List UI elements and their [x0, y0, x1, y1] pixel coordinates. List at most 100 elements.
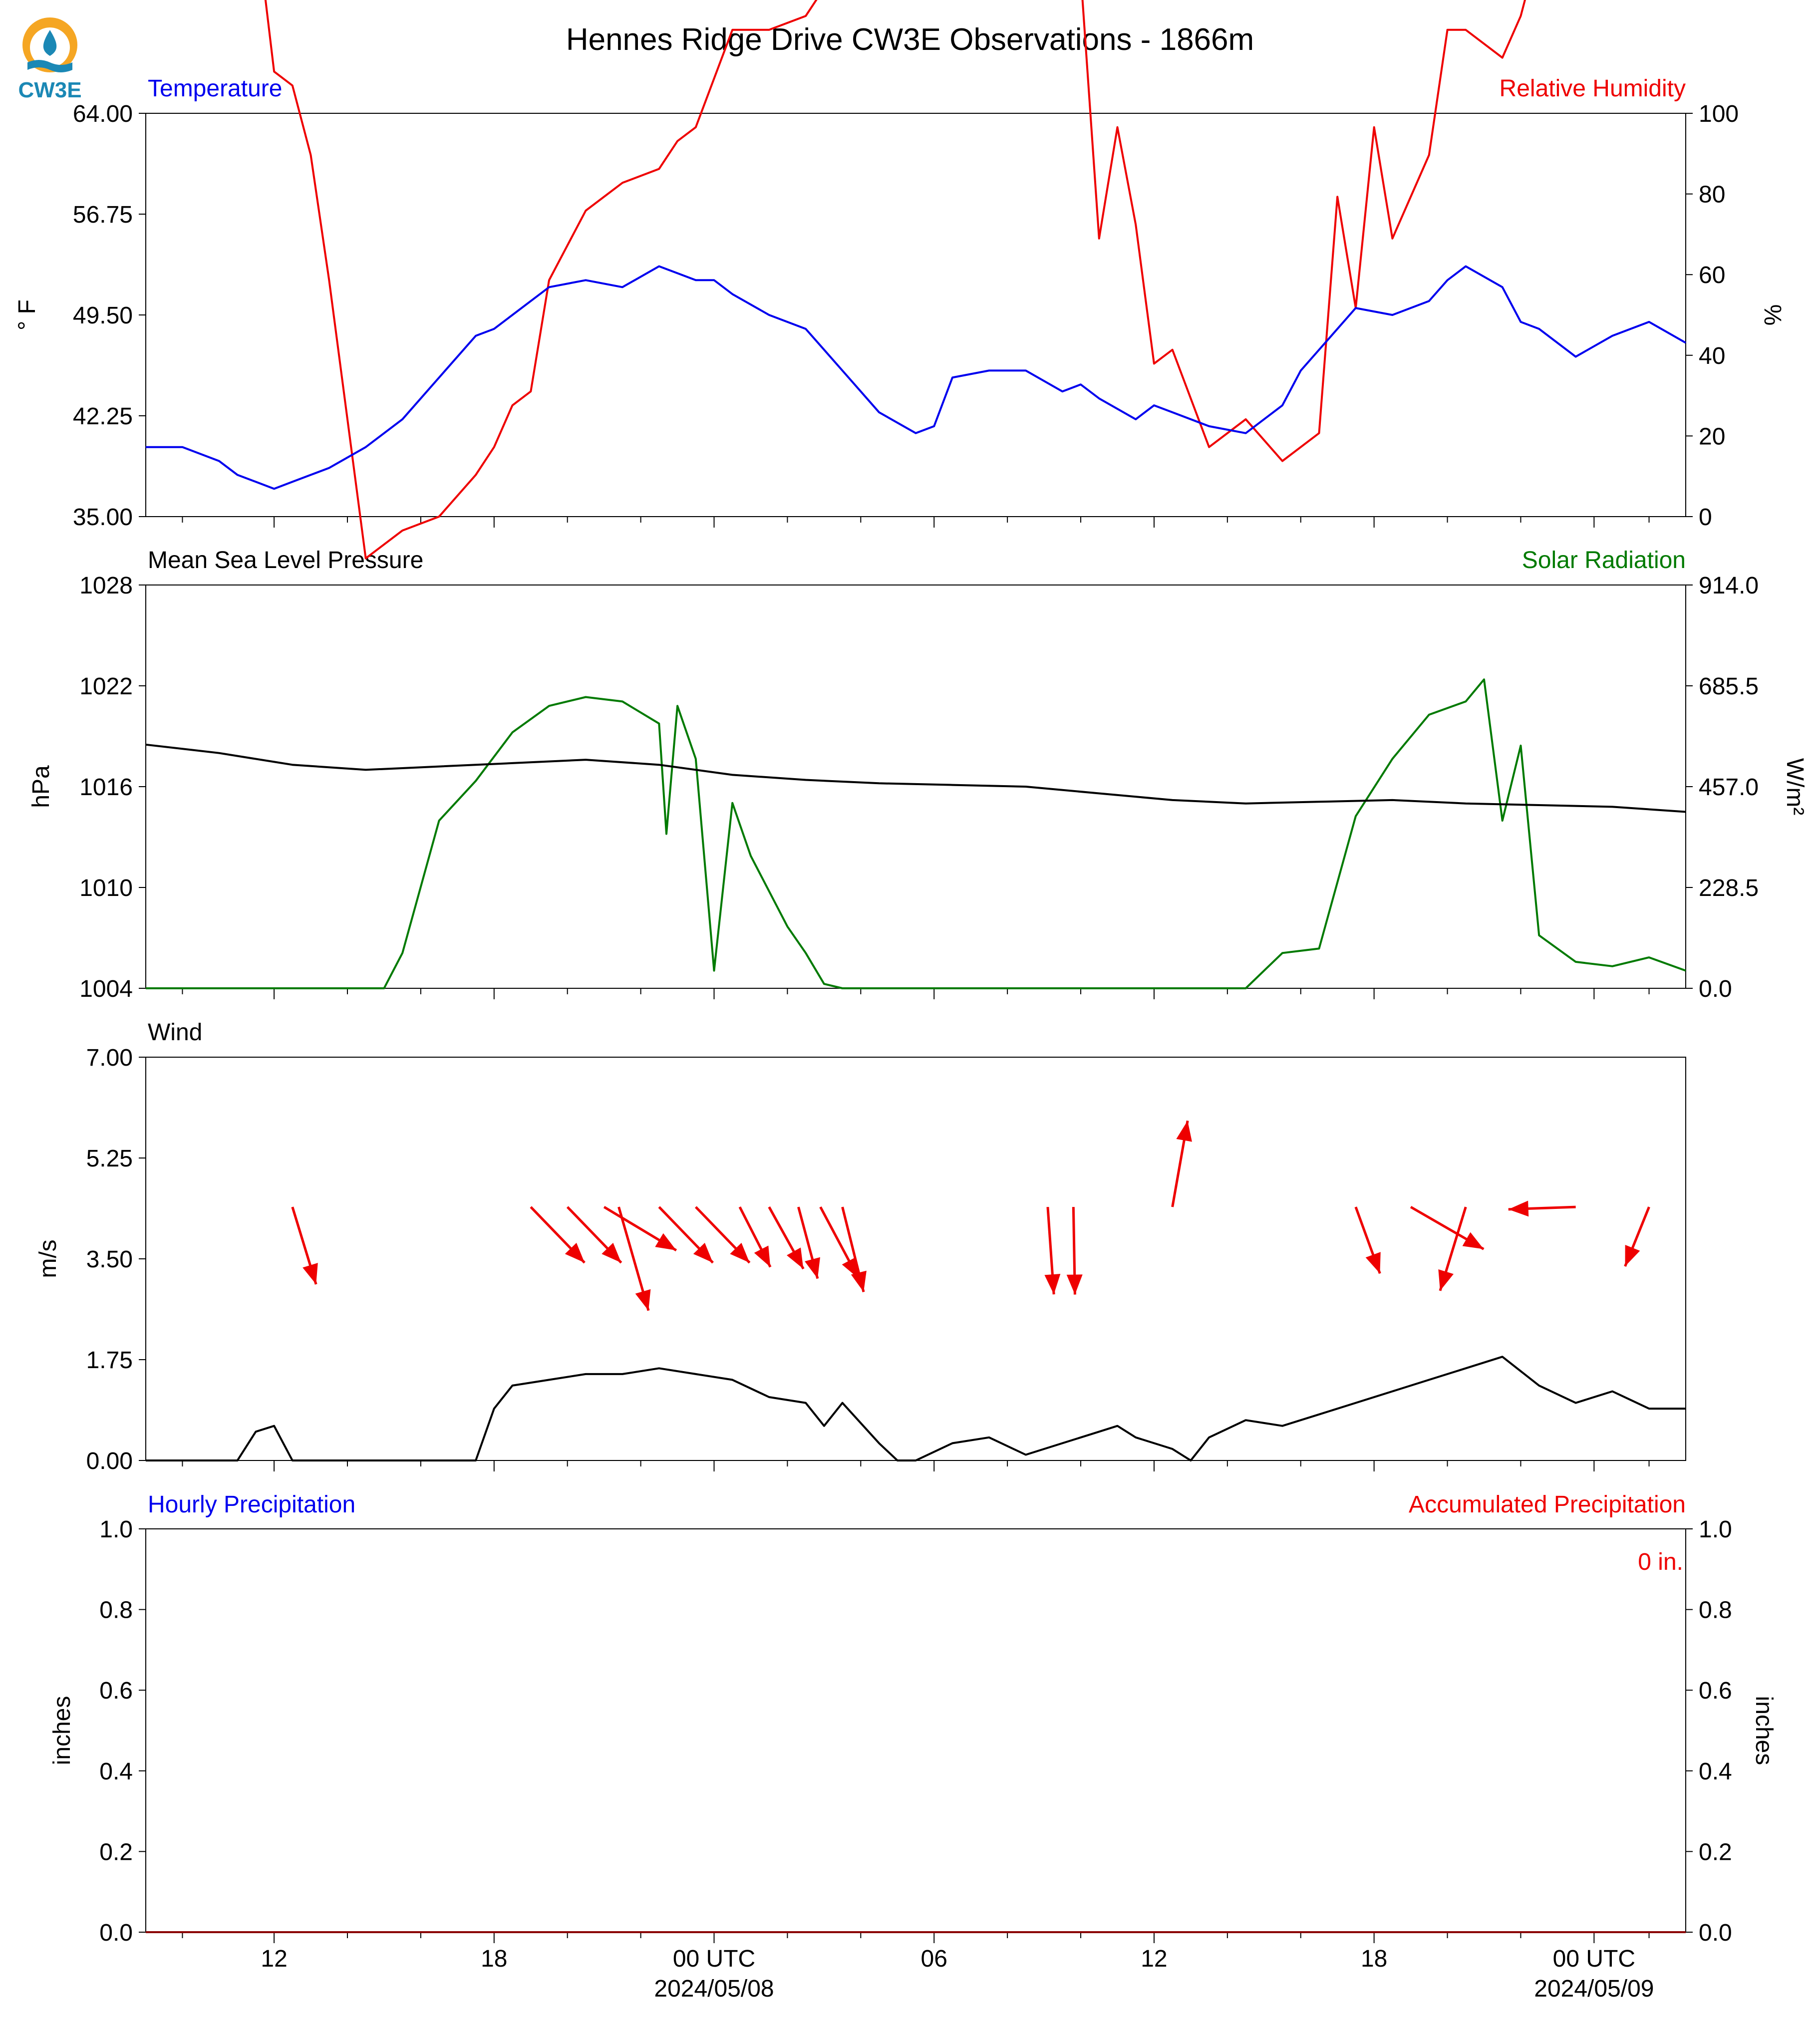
logo-drop-icon — [43, 30, 57, 56]
wind-vector — [530, 1206, 586, 1264]
wind-vector — [738, 1206, 772, 1268]
x-tick-label: 00 UTC — [1553, 1946, 1635, 1972]
y-tick-label: 0.00 — [86, 1448, 133, 1474]
y-tick-label: 1010 — [79, 875, 133, 901]
solar-title: Solar Radiation — [1522, 547, 1686, 574]
y2-tick-label: 40 — [1699, 343, 1725, 369]
wind-vector-head — [565, 1242, 585, 1263]
wind-vector — [658, 1206, 714, 1264]
y-tick-label: 7.00 — [86, 1045, 133, 1071]
wind-vector — [1508, 1200, 1576, 1217]
temperature-title: Temperature — [148, 75, 282, 102]
y2-tick-label: 0.0 — [1699, 1920, 1732, 1946]
y-tick-label: 1004 — [79, 976, 133, 1002]
wind-vector-head — [635, 1289, 651, 1311]
wind-vector-head — [303, 1263, 318, 1285]
x-tick-date-label: 2024/05/09 — [1534, 1976, 1654, 2002]
x-tick-label: 06 — [921, 1946, 947, 1972]
y2-tick-label: 685.5 — [1699, 673, 1759, 700]
data-series — [145, 0, 1686, 1933]
wind-vector-head — [1066, 1274, 1083, 1295]
y2-tick-label: 100 — [1699, 101, 1739, 127]
y-tick-label: 42.25 — [73, 403, 133, 430]
wind-speed-line — [146, 1356, 1686, 1461]
cw3e-logo: CW3E — [18, 17, 82, 102]
pressure-title: Mean Sea Level Pressure — [148, 547, 423, 574]
figure-title: Hennes Ridge Drive CW3E Observations - 1… — [566, 22, 1254, 57]
y2-tick-label: 0.8 — [1699, 1597, 1732, 1624]
axis-ticks: 35.00 42.25 49.50 56.75 64.00 0 20 40 60 80 100 100… — [73, 101, 1759, 2002]
wind-vector-head — [805, 1257, 820, 1279]
wind-vector-head — [787, 1247, 804, 1269]
wind-vector — [768, 1206, 805, 1270]
wind-vector-head — [1044, 1274, 1061, 1295]
wind-vector — [841, 1206, 867, 1293]
pressure-line — [145, 743, 1686, 813]
y2-tick-label: 0 — [1699, 504, 1712, 531]
pressure-axis-label: hPa — [28, 765, 54, 808]
wind-vector — [566, 1206, 622, 1264]
wind-vector — [1438, 1206, 1467, 1291]
wind-vector-head — [655, 1233, 676, 1251]
y2-tick-label: 0.4 — [1699, 1758, 1732, 1785]
solar-axis-label: W/m² — [1782, 758, 1808, 816]
wind-vector-head — [842, 1257, 859, 1279]
wind-vector-head — [1508, 1200, 1529, 1217]
wind-vector — [603, 1205, 677, 1252]
precip-left-axis-label: inches — [49, 1696, 75, 1765]
precip-right-axis-label: inches — [1751, 1696, 1777, 1765]
y-tick-label: 0.2 — [99, 1839, 133, 1865]
y-tick-label: 5.25 — [86, 1146, 133, 1172]
wind-vector — [1410, 1205, 1485, 1250]
temperature-line — [146, 265, 1686, 490]
x-tick-label: 18 — [1361, 1946, 1387, 1972]
y-tick-label: 35.00 — [73, 504, 133, 531]
wind-vector — [291, 1206, 318, 1285]
x-tick-date-label: 2024/05/08 — [654, 1976, 774, 2002]
y2-tick-label: 0.6 — [1699, 1678, 1732, 1704]
y2-tick-label: 0.2 — [1699, 1839, 1732, 1865]
rh-axis-label: % — [1759, 304, 1786, 326]
wind-vector-head — [1438, 1269, 1454, 1291]
wind-vector — [1171, 1120, 1192, 1207]
y-tick-label: 1.75 — [86, 1347, 133, 1374]
wind-axis-label: m/s — [35, 1239, 61, 1278]
logo-text: CW3E — [18, 78, 81, 102]
wind-vector — [1354, 1206, 1381, 1274]
wind-vector — [1066, 1207, 1083, 1295]
wind-vector-head — [754, 1245, 771, 1267]
wind-vector — [1624, 1206, 1650, 1267]
wind-vector-head — [693, 1242, 713, 1263]
wind-vector — [1044, 1206, 1061, 1295]
y2-tick-label: 80 — [1699, 182, 1725, 208]
humidity-title: Relative Humidity — [1500, 75, 1686, 102]
solar-radiation-line — [146, 678, 1686, 989]
y-tick-label: 56.75 — [73, 202, 133, 228]
y2-tick-label: 457.0 — [1699, 774, 1759, 801]
wind-vector-head — [1462, 1232, 1484, 1249]
wind-vector-head — [1365, 1252, 1381, 1274]
y2-tick-label: 228.5 — [1699, 875, 1759, 901]
y-tick-label: 64.00 — [73, 101, 133, 127]
wind-vector — [617, 1206, 651, 1311]
x-tick-label: 00 UTC — [673, 1946, 755, 1972]
wind-vector-head — [1625, 1244, 1640, 1267]
y-tick-label: 0.8 — [99, 1597, 133, 1624]
y-tick-label: 0.6 — [99, 1678, 133, 1704]
y2-tick-label: 20 — [1699, 423, 1725, 450]
wind-vector — [819, 1206, 860, 1279]
y2-tick-label: 914.0 — [1699, 573, 1759, 599]
wind-vector-head — [602, 1242, 621, 1263]
logo-wave-icon — [27, 60, 72, 72]
x-tick-label: 18 — [481, 1946, 507, 1972]
y-tick-label: 1016 — [79, 774, 133, 801]
wind-vector-head — [851, 1270, 867, 1292]
y-tick-label: 1028 — [79, 573, 133, 599]
humidity-line — [264, 0, 1526, 560]
wind-title: Wind — [148, 1019, 202, 1046]
y-tick-label: 49.50 — [73, 302, 133, 329]
y2-tick-label: 60 — [1699, 262, 1725, 289]
wind-vector-head — [1176, 1121, 1192, 1142]
